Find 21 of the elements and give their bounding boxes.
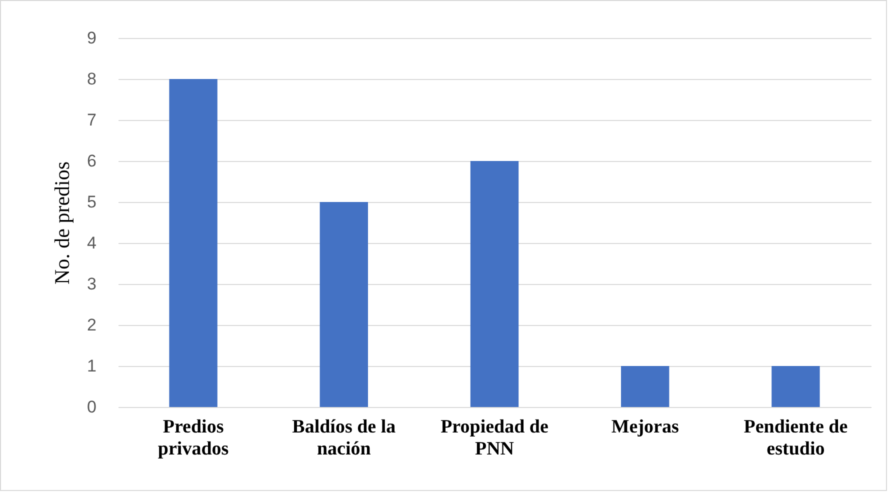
y-tick-label: 5 <box>87 192 96 212</box>
y-tick-label: 4 <box>87 234 96 252</box>
x-tick-label: Propiedad de PNN <box>440 416 548 460</box>
bar <box>772 366 820 407</box>
bar <box>320 202 368 407</box>
bar <box>621 366 670 407</box>
x-tick-label: Mejoras <box>611 416 679 438</box>
y-tick-label: 9 <box>87 28 96 48</box>
y-tick-label: 2 <box>87 316 96 334</box>
bar <box>470 161 519 407</box>
y-tick-label: 7 <box>87 110 96 130</box>
y-tick-label: 0 <box>87 398 96 416</box>
y-tick-label: 3 <box>87 274 96 294</box>
y-tick-label: 6 <box>87 152 96 170</box>
y-tick-label: 1 <box>87 356 96 376</box>
x-tick-label: Pendiente de estudio <box>744 416 848 460</box>
bar <box>169 79 218 407</box>
x-tick-label: Baldíos de la nación <box>292 416 396 460</box>
y-tick-label: 8 <box>87 70 96 88</box>
x-tick-label: Predios privados <box>158 416 229 460</box>
y-axis-title: No. de predios <box>50 161 74 285</box>
